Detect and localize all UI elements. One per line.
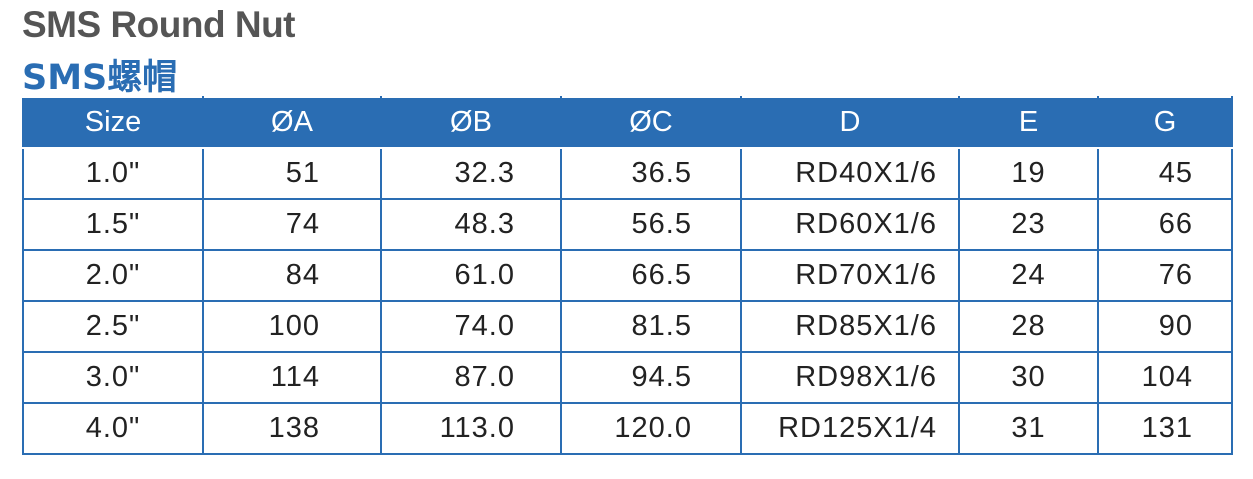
table-cell: 81.5 — [560, 300, 742, 353]
table-cell: 90 — [1097, 300, 1233, 353]
table-cell: 30 — [958, 351, 1099, 404]
table-cell: 31 — [958, 402, 1099, 455]
table-cell: RD60X1/6 — [740, 198, 960, 251]
table-cell: 45 — [1097, 147, 1233, 200]
column-header: G — [1097, 96, 1233, 149]
table-cell: 100 — [202, 300, 382, 353]
table-row: 1.5" 74 48.3 56.5 RD60X1/6 23 66 — [22, 198, 1233, 251]
table-row: 1.0" 51 32.3 36.5 RD40X1/6 19 45 — [22, 147, 1233, 200]
table-cell: 114 — [202, 351, 382, 404]
table-cell: 2.0" — [22, 249, 204, 302]
table-cell: 61.0 — [380, 249, 562, 302]
table-cell: 3.0" — [22, 351, 204, 404]
table-cell: 4.0" — [22, 402, 204, 455]
table-cell: 74 — [202, 198, 382, 251]
table-cell: 32.3 — [380, 147, 562, 200]
spec-table: Size ØA ØB ØC D E G 1.0" 51 32.3 36.5 RD40X1/6 19 45… — [22, 96, 1233, 455]
table-cell: 84 — [202, 249, 382, 302]
table-cell: RD125X1/4 — [740, 402, 960, 455]
table-cell: 2.5" — [22, 300, 204, 353]
table-body: 1.0" 51 32.3 36.5 RD40X1/6 19 45 1.5" 74 48.3 56.5… — [22, 147, 1233, 455]
column-header: ØB — [380, 96, 562, 149]
table-cell: RD85X1/6 — [740, 300, 960, 353]
table-cell: 66 — [1097, 198, 1233, 251]
table-cell: 48.3 — [380, 198, 562, 251]
table-cell: 113.0 — [380, 402, 562, 455]
table-cell: 104 — [1097, 351, 1233, 404]
table-cell: 51 — [202, 147, 382, 200]
header-row: Size ØA ØB ØC D E G — [22, 96, 1233, 149]
table-cell: 76 — [1097, 249, 1233, 302]
column-header: ØA — [202, 96, 382, 149]
table-cell: 23 — [958, 198, 1099, 251]
table-cell: 138 — [202, 402, 382, 455]
table-cell: 36.5 — [560, 147, 742, 200]
table-cell: RD40X1/6 — [740, 147, 960, 200]
table-row: 3.0" 114 87.0 94.5 RD98X1/6 30 104 — [22, 351, 1233, 404]
table-cell: 87.0 — [380, 351, 562, 404]
column-header: E — [958, 96, 1099, 149]
column-header: Size — [22, 96, 204, 149]
table-cell: 131 — [1097, 402, 1233, 455]
table-cell: RD70X1/6 — [740, 249, 960, 302]
table-cell: 120.0 — [560, 402, 742, 455]
table-cell: 56.5 — [560, 198, 742, 251]
table-cell: 66.5 — [560, 249, 742, 302]
column-header: ØC — [560, 96, 742, 149]
table-cell: 24 — [958, 249, 1099, 302]
column-header: D — [740, 96, 960, 149]
table-row: 2.0" 84 61.0 66.5 RD70X1/6 24 76 — [22, 249, 1233, 302]
table-cell: 1.5" — [22, 198, 204, 251]
table-cell: RD98X1/6 — [740, 351, 960, 404]
table-cell: 1.0" — [22, 147, 204, 200]
table-row: 2.5" 100 74.0 81.5 RD85X1/6 28 90 — [22, 300, 1233, 353]
table-cell: 94.5 — [560, 351, 742, 404]
title: SMS Round Nut — [22, 4, 296, 45]
table-row: 4.0" 138 113.0 120.0 RD125X1/4 31 131 — [22, 402, 1233, 455]
table-cell: 74.0 — [380, 300, 562, 353]
subtitle: SMS螺帽 — [22, 58, 178, 98]
table-cell: 19 — [958, 147, 1099, 200]
table-cell: 28 — [958, 300, 1099, 353]
